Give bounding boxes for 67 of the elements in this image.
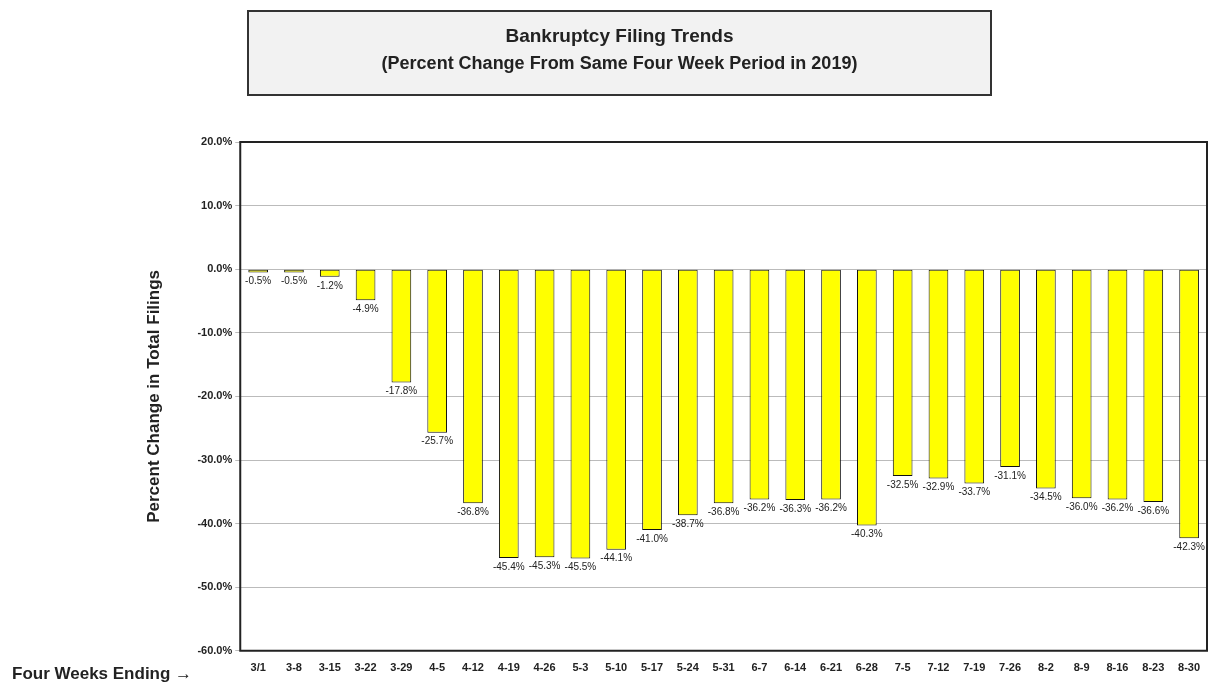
- x-tick-label: 8-30: [1178, 661, 1201, 674]
- data-label: -41.0%: [636, 532, 668, 544]
- x-tick-label: 3-29: [390, 661, 413, 674]
- data-label: -36.2%: [743, 502, 776, 514]
- data-label: -45.4%: [492, 560, 525, 572]
- x-tick-label: 4-5: [429, 661, 446, 674]
- x-tick-label: 6-14: [784, 661, 808, 674]
- x-tick-label: 3/1: [250, 661, 266, 674]
- data-label: -36.8%: [457, 506, 489, 517]
- y-tick-label: 10.0%: [201, 198, 233, 211]
- x-tick-label: 8-23: [1142, 661, 1165, 674]
- y-axis-title: Percent Change in Total Filings: [143, 269, 163, 523]
- data-label: -17.8%: [385, 385, 418, 397]
- y-tick-label: 20.0%: [201, 135, 233, 148]
- x-axis-title: Four Weeks Ending →: [12, 664, 193, 684]
- data-label: -31.1%: [994, 469, 1027, 481]
- y-tick-label: -40.0%: [197, 516, 233, 529]
- x-tick-label: 5-24: [676, 661, 700, 674]
- y-tick-label: 0.0%: [207, 262, 233, 275]
- x-tick-label: 7-5: [894, 661, 911, 674]
- data-label: -42.3%: [1173, 540, 1206, 552]
- x-tick-label: 8-2: [1037, 661, 1054, 674]
- x-tick-label: 7-12: [927, 661, 950, 674]
- data-label: -32.9%: [922, 481, 955, 493]
- x-tick-label: 5-31: [712, 661, 735, 674]
- data-label: -36.3%: [779, 502, 812, 514]
- chart-title: Bankruptcy Filing Trends: [504, 25, 735, 47]
- data-label: -32.5%: [886, 478, 919, 490]
- data-label: -36.6%: [1137, 504, 1170, 516]
- x-tick-label: 4-12: [461, 661, 484, 674]
- x-tick-label: 7-26: [999, 661, 1022, 674]
- chart-subtitle: (Percent Change From Same Four Week Period in 2019): [380, 53, 859, 74]
- y-tick-label: -50.0%: [197, 580, 233, 593]
- data-label: -36.0%: [1065, 500, 1098, 512]
- x-tick-label: 5-3: [572, 661, 589, 674]
- data-label: -38.7%: [671, 518, 704, 530]
- x-tick-label: 6-7: [751, 661, 768, 674]
- x-tick-label: 8-9: [1073, 661, 1090, 674]
- y-tick-label: -10.0%: [197, 325, 233, 338]
- x-tick-label: 8-16: [1106, 661, 1129, 674]
- data-label: -36.2%: [815, 502, 847, 514]
- data-label: -0.5%: [280, 275, 308, 287]
- data-label: -1.2%: [316, 279, 343, 291]
- data-label: -34.5%: [1030, 491, 1062, 503]
- data-label: -36.8%: [707, 506, 740, 517]
- data-label: -40.3%: [851, 528, 883, 540]
- y-tick-label: -30.0%: [197, 453, 233, 466]
- x-tick-label: 4-26: [533, 661, 556, 674]
- x-tick-label: 6-28: [855, 661, 878, 674]
- x-tick-label: 4-19: [497, 661, 520, 674]
- x-tick-label: 3-22: [354, 661, 377, 674]
- data-label: -4.9%: [352, 303, 379, 315]
- x-tick-label: 3-8: [286, 661, 302, 674]
- data-label: -45.3%: [528, 560, 561, 572]
- x-tick-label: 5-17: [641, 661, 664, 674]
- data-label: -45.5%: [564, 561, 597, 573]
- x-tick-label: 7-19: [963, 661, 986, 674]
- x-tick-label: 3-15: [318, 661, 341, 674]
- y-tick-label: -20.0%: [197, 389, 233, 402]
- data-label: -0.5%: [245, 275, 272, 287]
- y-tick-label: -60.0%: [197, 643, 233, 656]
- x-tick-label: 6-21: [820, 661, 843, 674]
- data-label: -33.7%: [958, 486, 991, 498]
- data-label: -25.7%: [421, 435, 454, 447]
- data-label: -36.2%: [1101, 502, 1134, 514]
- data-label: -44.1%: [600, 552, 633, 564]
- x-tick-label: 5-10: [605, 661, 628, 674]
